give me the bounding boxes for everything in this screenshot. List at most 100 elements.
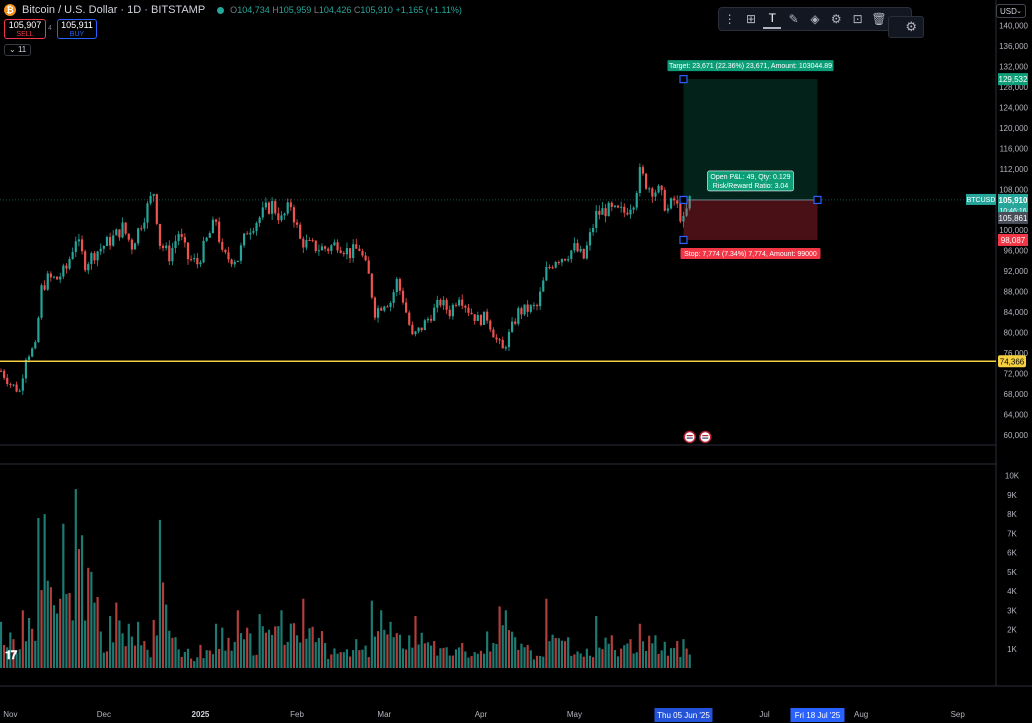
volume-bar bbox=[607, 643, 610, 668]
volume-bar bbox=[239, 633, 243, 668]
bitcoin-logo-icon: ₿ bbox=[4, 4, 16, 16]
volume-bar bbox=[211, 654, 215, 668]
volume-bar bbox=[417, 644, 420, 668]
candle bbox=[348, 248, 352, 259]
risk-reward-label: Risk/Reward Ratio: 3.04 bbox=[713, 183, 789, 190]
lock-icon[interactable]: ⊡ bbox=[852, 12, 863, 26]
volume-bar bbox=[685, 648, 688, 668]
group-icon[interactable]: ⊞ bbox=[745, 12, 757, 26]
y-tick-label: 124,000 bbox=[999, 103, 1028, 112]
candle bbox=[320, 246, 324, 251]
volume-bar bbox=[445, 647, 448, 668]
candle bbox=[657, 185, 660, 193]
volume-bar bbox=[274, 626, 277, 668]
drag-handle-icon[interactable]: ⋮ bbox=[723, 12, 736, 26]
volume-bar bbox=[27, 617, 31, 668]
candle bbox=[445, 299, 448, 310]
candle bbox=[227, 252, 230, 260]
candle bbox=[46, 273, 49, 290]
candle bbox=[205, 237, 208, 241]
candle bbox=[673, 198, 676, 201]
candle bbox=[426, 318, 430, 321]
candle bbox=[644, 173, 648, 189]
candle bbox=[190, 259, 193, 261]
volume-bar bbox=[514, 637, 517, 668]
stop-label: Stop: 7,774 (7.34%) 7,774, Amount: 99000 bbox=[684, 251, 817, 258]
volume-bar bbox=[327, 658, 330, 668]
candle bbox=[598, 210, 601, 215]
volume-bar bbox=[454, 649, 458, 668]
candle bbox=[676, 200, 679, 204]
candle bbox=[71, 251, 74, 260]
candle bbox=[96, 251, 99, 261]
volume-bar bbox=[367, 657, 370, 668]
target-price-label: 129,532 bbox=[999, 75, 1028, 84]
sell-button[interactable]: 105,907 SELL bbox=[4, 19, 46, 39]
volume-bar bbox=[115, 602, 118, 668]
candle bbox=[146, 203, 149, 223]
candle bbox=[62, 265, 65, 277]
volume-bar bbox=[299, 642, 302, 668]
volume-bar bbox=[21, 610, 24, 668]
candle bbox=[482, 311, 486, 325]
chevron-down-icon: ⌄ bbox=[9, 45, 18, 54]
volume-bar bbox=[193, 661, 196, 668]
indicator-count-badge[interactable]: ⌄ 11 bbox=[4, 44, 32, 56]
volume-bar bbox=[638, 623, 641, 668]
candle bbox=[208, 233, 211, 238]
candle bbox=[654, 192, 657, 197]
drawing-toolbar: ⋮ ⊞ T ✎ ◈ ⚙ ⊡ 🗑 ⋯ bbox=[718, 7, 912, 31]
volume-bar bbox=[34, 640, 37, 668]
candle bbox=[40, 285, 43, 318]
trash-icon[interactable]: 🗑 bbox=[871, 12, 887, 26]
volume-bar bbox=[507, 630, 511, 668]
volume-bar bbox=[610, 635, 613, 668]
volume-bar bbox=[143, 641, 146, 668]
candle bbox=[165, 245, 168, 249]
candle bbox=[31, 348, 34, 357]
candle bbox=[102, 245, 105, 249]
candle bbox=[21, 378, 24, 391]
volume-bar bbox=[576, 651, 579, 668]
x-tick-label: May bbox=[567, 710, 582, 719]
candle bbox=[554, 262, 557, 268]
candle bbox=[464, 305, 467, 308]
volume-bar bbox=[510, 631, 514, 668]
bar-countdown-label: 10:46:16 bbox=[999, 208, 1026, 215]
chart-settings-button[interactable]: ⚙ bbox=[888, 16, 924, 38]
volume-bar bbox=[177, 649, 180, 668]
volume-bar bbox=[573, 654, 576, 668]
buy-button[interactable]: 105,911 BUY bbox=[57, 19, 97, 39]
candle bbox=[87, 264, 90, 271]
candle bbox=[199, 262, 202, 265]
symbol-title[interactable]: Bitcoin / U.S. Dollar · 1D · BITSTAMP bbox=[22, 4, 206, 16]
settings-icon[interactable]: ⚙ bbox=[830, 12, 842, 26]
us-flag-stripe bbox=[686, 437, 693, 439]
candle bbox=[585, 245, 588, 259]
volume-bar bbox=[124, 646, 127, 668]
position-handle bbox=[679, 195, 688, 205]
candle bbox=[520, 308, 523, 315]
volume-bar bbox=[277, 626, 280, 668]
candle bbox=[124, 222, 127, 234]
volume-bar bbox=[598, 647, 601, 668]
volume-bar bbox=[448, 655, 451, 668]
text-icon[interactable]: T bbox=[763, 9, 782, 29]
fill-icon[interactable]: ◈ bbox=[810, 12, 820, 26]
y-tick-label: 88,000 bbox=[1004, 288, 1029, 297]
candle bbox=[666, 208, 669, 211]
brush-icon[interactable]: ✎ bbox=[788, 12, 799, 26]
candle bbox=[0, 370, 3, 372]
volume-bar bbox=[395, 633, 398, 668]
volume-bar bbox=[585, 648, 588, 668]
volume-bar bbox=[264, 632, 267, 668]
currency-select[interactable]: USD ⌄ bbox=[996, 4, 1026, 18]
change-readout: +1,165 (+1.11%) bbox=[395, 5, 462, 15]
volume-bar bbox=[130, 636, 133, 668]
volume-bar bbox=[688, 654, 691, 668]
volume-bar bbox=[140, 645, 143, 668]
volume-bar bbox=[458, 647, 461, 668]
candle bbox=[373, 297, 377, 318]
candle bbox=[112, 235, 115, 246]
